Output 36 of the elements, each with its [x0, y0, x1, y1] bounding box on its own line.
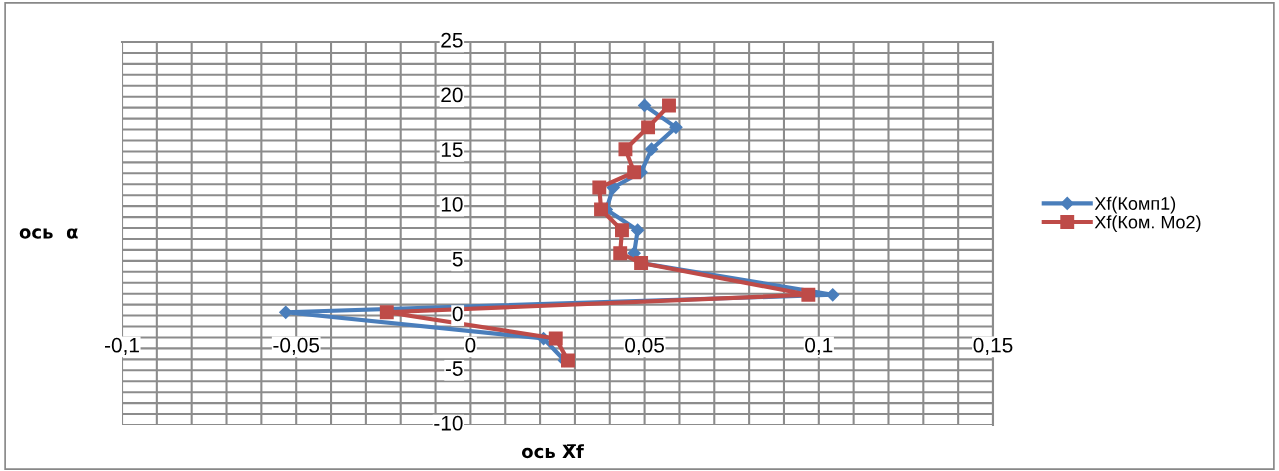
- point: [618, 142, 633, 157]
- point: [561, 353, 575, 368]
- point: [662, 98, 676, 113]
- point: [379, 305, 394, 320]
- y-tick-label: 15: [441, 142, 463, 158]
- x-tick-label: -0,1: [104, 337, 139, 356]
- y-tick-label: 5: [452, 251, 463, 267]
- point: [826, 288, 840, 302]
- point: [669, 120, 683, 134]
- y-tick-label: -5: [445, 361, 463, 376]
- point: [279, 305, 293, 319]
- x-tick-label: 0: [465, 337, 476, 353]
- point: [615, 223, 629, 238]
- x-tick-label: 0,05: [625, 337, 664, 356]
- y-axis-title: ось α: [19, 228, 78, 239]
- x-tick-label: 0,1: [805, 337, 833, 356]
- y-tick-label: 0: [452, 306, 463, 322]
- point: [592, 180, 607, 195]
- x-tick-label: 0,15: [973, 337, 1013, 356]
- y-tick-label: -10: [434, 415, 463, 431]
- y-tick-label: 20: [441, 87, 463, 103]
- point: [644, 142, 659, 156]
- x-tick-label: -0,05: [273, 337, 320, 356]
- point: [548, 331, 563, 346]
- legend-label: Xf(Комп1): [1094, 196, 1176, 214]
- legend-label: Xf(Ком. Mo2): [1094, 215, 1201, 233]
- y-tick-label: 25: [441, 32, 463, 48]
- point: [613, 246, 628, 261]
- point: [801, 287, 816, 302]
- point: [638, 98, 652, 113]
- point: [627, 165, 642, 180]
- point: [641, 120, 656, 135]
- x-axis-title: ось X̅f: [521, 444, 584, 459]
- point: [631, 223, 645, 237]
- y-tick-label: 10: [441, 196, 463, 212]
- point: [594, 202, 608, 217]
